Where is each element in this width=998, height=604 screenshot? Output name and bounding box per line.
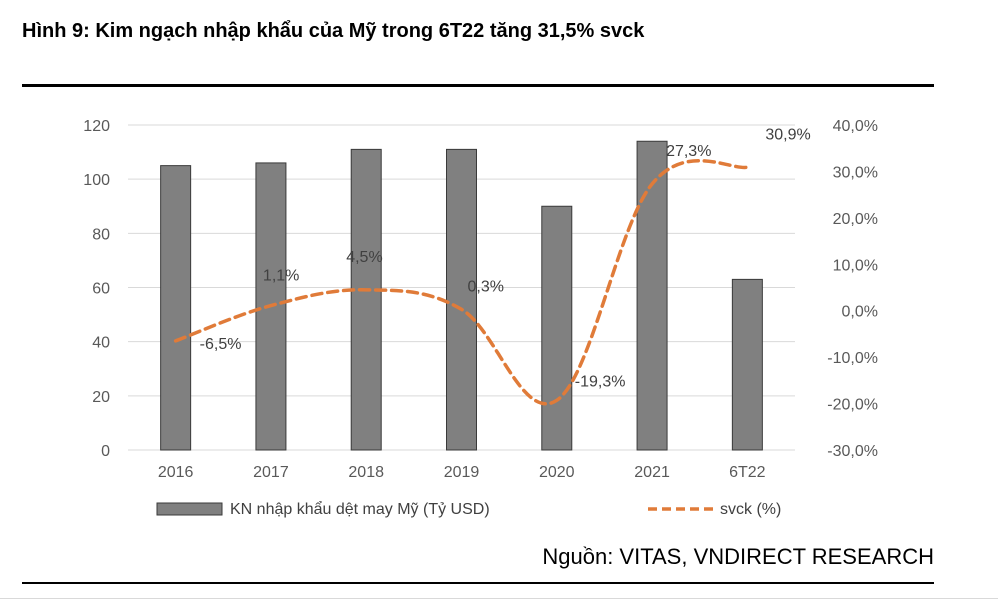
x-tick-label: 2016 bbox=[158, 464, 194, 481]
y-left-tick-label: 80 bbox=[92, 226, 110, 243]
bar bbox=[636, 140, 668, 451]
bar bbox=[160, 165, 192, 451]
svck-line-path bbox=[173, 158, 750, 406]
y-right-tick-label: 0,0% bbox=[842, 304, 878, 321]
combo-chart: -6,5% 1,1% 4,5% 0,3% -19,3% 27,3% 30,9% 0 20 40 6… bbox=[83, 118, 878, 518]
bar bbox=[446, 148, 477, 451]
x-tick-label: 2019 bbox=[444, 464, 480, 481]
y-left-tick-label: 20 bbox=[92, 389, 110, 406]
faint-rule bbox=[0, 598, 998, 599]
y-right-tick-label: -20,0% bbox=[827, 397, 878, 414]
y-left-tick-label: 0 bbox=[101, 443, 110, 460]
bar bbox=[731, 278, 763, 451]
line-data-label: 27,3% bbox=[666, 143, 711, 160]
bars bbox=[160, 140, 763, 451]
y-left-tick-label: 120 bbox=[83, 118, 110, 135]
y-right-tick-label: -30,0% bbox=[827, 443, 878, 460]
x-tick-label: 2018 bbox=[348, 464, 384, 481]
x-tick-label: 2020 bbox=[539, 464, 575, 481]
y-left-tick-label: 100 bbox=[83, 172, 110, 189]
source-note: Nguồn: VITAS, VNDIRECT RESEARCH bbox=[542, 544, 934, 569]
bar bbox=[541, 205, 573, 451]
y-right-tick-label: 40,0% bbox=[833, 118, 878, 135]
bottom-rule bbox=[22, 582, 934, 584]
chart-title: Hình 9: Kim ngạch nhập khẩu của Mỹ trong… bbox=[22, 20, 645, 42]
y-right-tick-label: 30,0% bbox=[833, 164, 878, 181]
y-left-tick-label: 60 bbox=[92, 281, 110, 298]
line-data-label: 0,3% bbox=[468, 278, 504, 295]
x-tick-label: 6T22 bbox=[729, 464, 766, 481]
x-tick-label: 2021 bbox=[634, 464, 670, 481]
bar bbox=[350, 148, 382, 451]
svck-line bbox=[173, 158, 750, 406]
legend-bar-label: KN nhập khẩu dệt may Mỹ (Tỷ USD) bbox=[230, 500, 490, 518]
y-right-tick-label: 20,0% bbox=[833, 211, 878, 228]
top-rule bbox=[22, 84, 934, 87]
y-left-tick-label: 40 bbox=[92, 335, 110, 352]
x-tick-label: 2017 bbox=[253, 464, 289, 481]
legend: KN nhập khẩu dệt may Mỹ (Tỷ USD) svck (%) bbox=[156, 500, 781, 518]
data-labels: -6,5% 1,1% 4,5% 0,3% -19,3% 27,3% 30,9% bbox=[200, 126, 811, 390]
line-data-label: 4,5% bbox=[346, 249, 382, 266]
line-data-label: -6,5% bbox=[200, 336, 242, 353]
y-right-tick-label: -10,0% bbox=[827, 350, 878, 367]
line-data-label: 1,1% bbox=[263, 268, 299, 285]
x-axis: 2016 2017 2018 2019 2020 2021 6T22 bbox=[158, 464, 766, 481]
y-axis-left: 0 20 40 60 80 100 120 bbox=[83, 118, 110, 460]
legend-line-label: svck (%) bbox=[720, 501, 781, 518]
line-data-label: -19,3% bbox=[575, 373, 626, 390]
y-right-tick-label: 10,0% bbox=[833, 257, 878, 274]
line-data-label: 30,9% bbox=[765, 126, 810, 143]
y-axis-right: -30,0% -20,0% -10,0% 0,0% 10,0% 20,0% 30,0% 40,… bbox=[827, 118, 878, 460]
legend-bar-swatch bbox=[156, 502, 223, 516]
